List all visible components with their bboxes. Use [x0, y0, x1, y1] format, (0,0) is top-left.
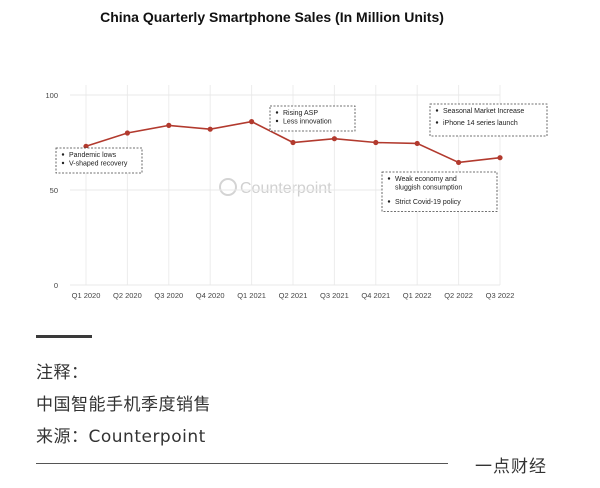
note-body: 中国智能手机季度销售 [36, 395, 211, 415]
x-tick-label: Q4 2021 [361, 291, 390, 300]
annotation-text: Pandemic lows [69, 152, 117, 159]
annotation-box: Seasonal Market Increase iPhone 14 series… [429, 103, 548, 137]
annotation-text: V-shaped recovery [69, 161, 128, 168]
bullet-icon [387, 200, 391, 203]
annotation-frame [381, 171, 498, 212]
annotation-text: Strict Covid-19 policy [395, 199, 461, 206]
annotation-text: Less innovation [283, 119, 332, 126]
data-point [207, 126, 213, 132]
annotation-text: Rising ASP [283, 110, 318, 117]
watermark-icon [219, 178, 237, 196]
watermark-logo: Counterpoint [219, 178, 332, 197]
data-point [373, 139, 379, 146]
note-label: 注释： [36, 363, 89, 383]
bullet-icon [387, 177, 391, 180]
x-tick-label: Q1 2020 [72, 291, 101, 300]
y-tick-label: 50 [50, 186, 58, 195]
x-tick-label: Q4 2020 [196, 291, 225, 300]
annotation-frame [429, 103, 548, 137]
annotation-text: Seasonal Market Increase [443, 108, 524, 115]
data-point [124, 130, 130, 136]
annotation-box: Pandemic lows V-shaped recovery [55, 147, 143, 174]
bullet-icon [61, 153, 65, 156]
note-source: 来源：Counterpoint [36, 427, 206, 447]
line-chart: China Quarterly Smartphone Sales (In Mil… [45, 9, 548, 300]
axes: 0 50 100 Q1 2020 Q2 2020 Q3 2020 Q4 2020 Q1 202… [45, 91, 514, 300]
x-tick-label: Q2 2020 [113, 291, 142, 300]
data-point [331, 136, 337, 142]
data-point [497, 155, 503, 161]
x-tick-label: Q2 2021 [279, 291, 308, 300]
bullet-icon [275, 111, 279, 114]
annotation-box: Weak economy and sluggish consumption Stri… [381, 171, 498, 212]
x-tick-label: Q2 2022 [444, 291, 473, 300]
data-point [456, 159, 462, 166]
x-tick-label: Q3 2020 [154, 291, 183, 300]
annotation-box: Rising ASP Less innovation [269, 105, 356, 132]
bullet-icon [435, 109, 439, 112]
chart-title: China Quarterly Smartphone Sales (In Mil… [100, 9, 444, 25]
annotations: Pandemic lows V-shaped recovery Rising ASP… [55, 103, 548, 212]
bullet-icon [61, 161, 65, 165]
bullet-icon [435, 121, 439, 124]
footer-brand: 一点财经 [475, 457, 547, 477]
annotation-frame [269, 105, 356, 132]
annotation-text: iPhone 14 series launch [443, 120, 518, 127]
data-point [249, 119, 255, 125]
annotation-text: sluggish consumption [395, 185, 462, 192]
watermark-text: Counterpoint [240, 180, 332, 197]
annotation-text: Weak economy and [395, 176, 457, 183]
x-tick-label: Q1 2021 [237, 291, 266, 300]
y-tick-label: 100 [45, 91, 58, 100]
x-tick-label: Q3 2021 [320, 291, 349, 300]
x-tick-label: Q3 2022 [486, 291, 515, 300]
x-tick-label: Q1 2022 [403, 291, 432, 300]
data-point [166, 122, 172, 128]
footer-divider [36, 463, 448, 464]
data-point [414, 140, 420, 147]
series [83, 119, 503, 166]
note-divider [36, 335, 92, 338]
data-point [290, 139, 296, 146]
bullet-icon [275, 119, 279, 123]
data-point [83, 143, 89, 149]
y-tick-label: 0 [54, 281, 58, 290]
annotation-frame [55, 147, 143, 174]
